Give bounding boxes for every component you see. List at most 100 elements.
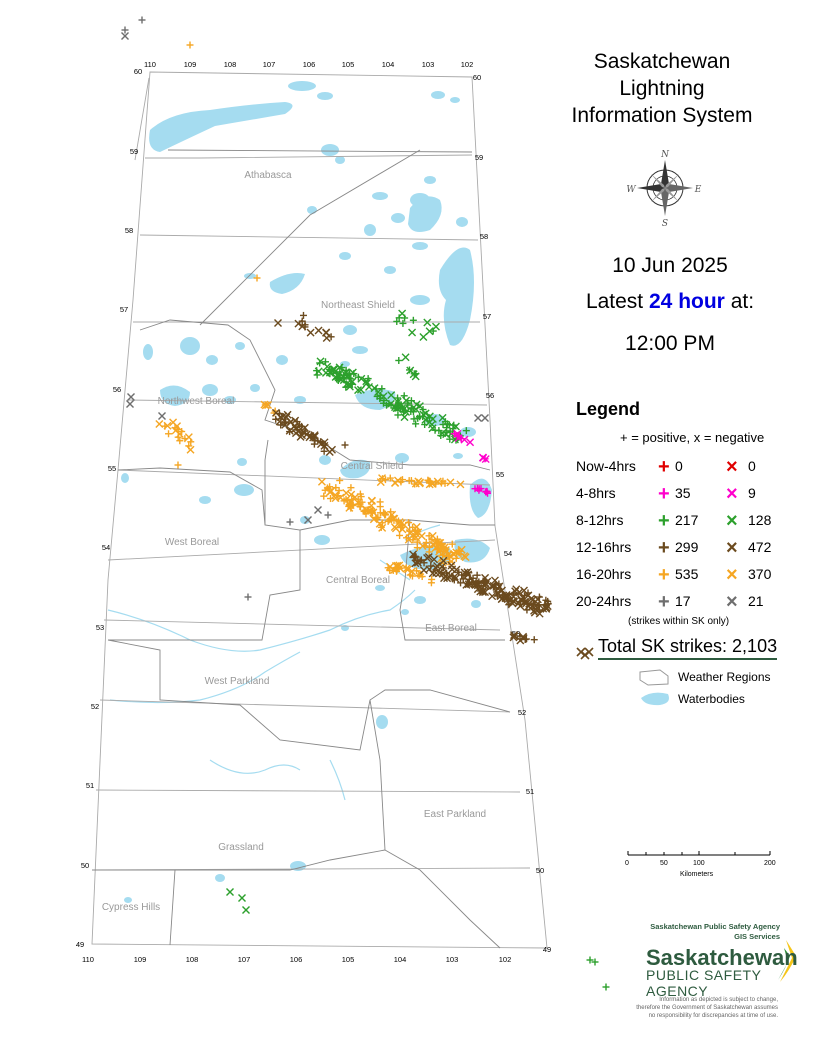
positive-strike-mark (282, 419, 290, 427)
negative-strike-mark (365, 382, 374, 391)
positive-strike-mark (421, 420, 429, 428)
legend-row-label: 16-20hrs (576, 566, 632, 582)
negative-strike-mark (439, 556, 448, 565)
positive-strike-mark (161, 422, 169, 430)
negative-strike-mark (423, 318, 432, 327)
positive-strike-mark (414, 528, 422, 536)
graticule-label: 106 (290, 955, 303, 964)
graticule-label: 56 (486, 391, 494, 400)
title-line-2: Lightning (619, 77, 705, 100)
negative-strike-mark (127, 393, 135, 401)
positive-strike-mark (602, 983, 610, 991)
graticule-label: 52 (518, 708, 526, 717)
negative-strike-mark (390, 566, 399, 575)
positive-strike-mark (301, 321, 309, 329)
positive-strike-mark (516, 632, 524, 640)
negative-strike-mark (411, 405, 420, 414)
positive-count: 535 (675, 566, 699, 582)
legend-row-label: 20-24hrs (576, 593, 632, 609)
graticule-label: 59 (475, 153, 483, 162)
graticule-label: 55 (496, 470, 504, 479)
positive-strike-mark (407, 397, 415, 405)
latest-highlight: 24 hour (649, 290, 725, 313)
graticule-label: 110 (144, 60, 156, 69)
negative-strike-mark (336, 493, 345, 502)
negative-strike-mark (464, 570, 473, 579)
positive-strike-mark (412, 420, 420, 428)
positive-strike-mark (405, 477, 413, 485)
positive-strike-mark (429, 327, 437, 335)
negative-strike-mark (321, 368, 330, 377)
positive-strike-mark (387, 508, 395, 516)
positive-strike-mark (384, 564, 392, 572)
positive-strike-mark (425, 548, 433, 556)
negative-strike-mark (425, 565, 434, 574)
positive-strike-mark (381, 511, 389, 519)
graticule-label: 60 (473, 73, 481, 82)
negative-strike-mark (543, 602, 552, 611)
region-label: East Boreal (425, 623, 477, 634)
graticule-label: 51 (86, 781, 94, 790)
positive-strike-mark (253, 274, 261, 282)
negative-strike-mark (432, 568, 441, 577)
positive-strike-mark (327, 366, 335, 374)
negative-strike-mark (530, 608, 539, 617)
compass-east: E (694, 185, 702, 195)
negative-strike-mark (390, 403, 399, 412)
negative-strike-mark (404, 535, 413, 544)
negative-strike-icon: × (726, 537, 738, 559)
positive-strike-mark (433, 535, 441, 543)
graticule-label: 110 (82, 955, 94, 964)
negative-strike-mark (412, 522, 421, 531)
positive-strike-mark (338, 364, 346, 372)
report-date: 10 Jun 2025 (612, 254, 728, 277)
negative-strike-mark (304, 516, 312, 524)
negative-strike-mark (369, 515, 378, 524)
positive-strike-mark (165, 430, 173, 438)
negative-strike-mark (421, 415, 430, 424)
positive-strike-mark (298, 422, 306, 430)
positive-strike-mark (441, 479, 449, 487)
positive-strike-mark (311, 437, 319, 445)
positive-strike-mark (347, 484, 355, 492)
title-line-3: Information System (571, 104, 753, 127)
positive-strike-mark (591, 958, 599, 966)
negative-strike-mark (481, 455, 490, 464)
negative-strike-mark (415, 479, 424, 488)
negative-strike-mark (314, 367, 323, 376)
negative-strike-mark (121, 32, 129, 40)
report-time: 12:00 PM (625, 332, 715, 355)
negative-strike-mark (401, 353, 410, 362)
negative-strike-icon: × (726, 510, 738, 532)
disclaimer-line-1: Information as depicted is subject to ch… (659, 997, 778, 1003)
positive-strike-mark (335, 487, 343, 495)
positive-strike-icon: + (658, 591, 670, 613)
compass-west: W (626, 185, 636, 195)
negative-strike-mark (402, 564, 411, 573)
positive-strike-mark (395, 356, 403, 364)
negative-strike-mark (408, 328, 417, 337)
positive-strike-mark (489, 583, 497, 591)
graticule-label: 58 (480, 232, 488, 241)
negative-strike-mark (456, 480, 465, 489)
negative-strike-mark (347, 490, 356, 499)
negative-strike-mark (481, 580, 490, 589)
positive-strike-mark (535, 593, 543, 601)
waterbodies-key-icon (641, 692, 669, 706)
scale-unit: Kilometers (680, 871, 714, 878)
negative-strike-mark (490, 576, 499, 585)
graticule-label: 53 (96, 623, 104, 632)
disclaimer-line-2: therefore the Government of Saskatchewan… (636, 1005, 778, 1011)
weather-regions-label: Weather Regions (678, 670, 771, 684)
graticule-labels: 110 109 108 107 106 105 104 103 102 110 109 108 107 1… (76, 60, 551, 964)
agency-name: Saskatchewan (646, 945, 798, 970)
positive-count: 299 (675, 539, 699, 555)
province-boundaries (91, 71, 548, 949)
positive-strike-mark (425, 532, 433, 540)
positive-strike-mark (121, 26, 129, 34)
negative-strike-mark (314, 506, 322, 514)
negative-strike-mark (446, 571, 455, 580)
positive-strike-mark (401, 406, 409, 414)
negative-strike-mark (354, 386, 363, 395)
negative-count: 128 (748, 512, 772, 528)
